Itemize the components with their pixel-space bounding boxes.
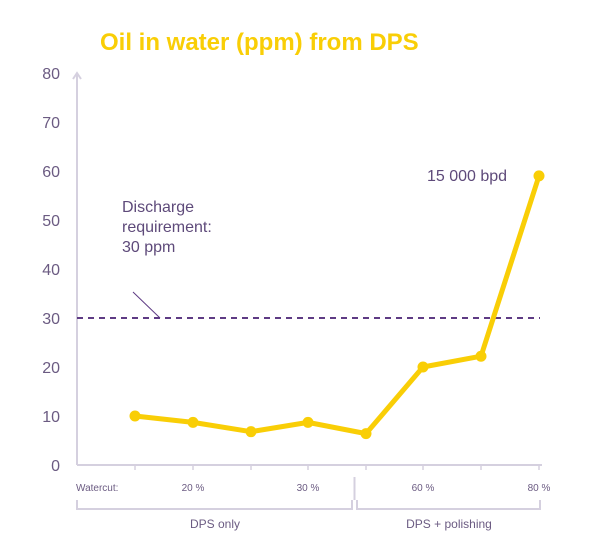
data-point — [302, 416, 314, 428]
group-brackets — [76, 477, 541, 510]
data-point — [129, 410, 141, 422]
y-tick-label: 40 — [42, 262, 60, 279]
data-point — [245, 426, 257, 438]
y-tick-label: 80 — [42, 66, 60, 83]
data-point — [417, 361, 429, 373]
group-bracket — [76, 500, 353, 510]
group-bracket — [356, 500, 541, 510]
axes — [72, 71, 542, 466]
reference-annotation-line-3: 30 ppm — [122, 239, 175, 256]
annotation-leader-line — [132, 291, 161, 319]
series-line — [132, 173, 542, 437]
x-tick-label: 80 % — [528, 483, 551, 494]
y-tick-label: 20 — [42, 360, 60, 377]
y-tick-label: 10 — [42, 409, 60, 426]
reference-annotation-line-1: Discharge — [122, 199, 194, 216]
y-tick-label: 60 — [42, 164, 60, 181]
point-annotation: 15 000 bpd — [427, 168, 507, 185]
reference-annotation-line-2: requirement: — [122, 219, 212, 236]
group-label-dps-polishing: DPS + polishing — [406, 517, 492, 531]
data-point — [475, 350, 487, 362]
y-axis-ticks: 0 10 20 30 40 50 60 70 80 — [42, 66, 60, 475]
group-label-dps-only: DPS only — [190, 517, 240, 531]
y-tick-label: 70 — [42, 115, 60, 132]
data-point — [533, 170, 545, 182]
chart-title: Oil in water (ppm) from DPS — [100, 29, 419, 56]
x-tick-label: 60 % — [412, 483, 435, 494]
y-tick-label: 50 — [42, 213, 60, 230]
y-tick-label: 0 — [51, 458, 60, 475]
reference-annotation: Discharge requirement: 30 ppm — [122, 199, 216, 256]
x-tick-label: 30 % — [297, 483, 320, 494]
x-tick-label: 20 % — [182, 483, 205, 494]
y-tick-label: 30 — [42, 311, 60, 328]
x-axis-ticks: 20 % 30 % 60 % 80 % — [134, 465, 551, 494]
series-group — [129, 170, 545, 440]
y-axis-arrow-icon — [72, 71, 82, 80]
x-axis-label: Watercut: — [76, 483, 118, 494]
data-point — [360, 428, 372, 440]
data-point — [187, 416, 199, 428]
